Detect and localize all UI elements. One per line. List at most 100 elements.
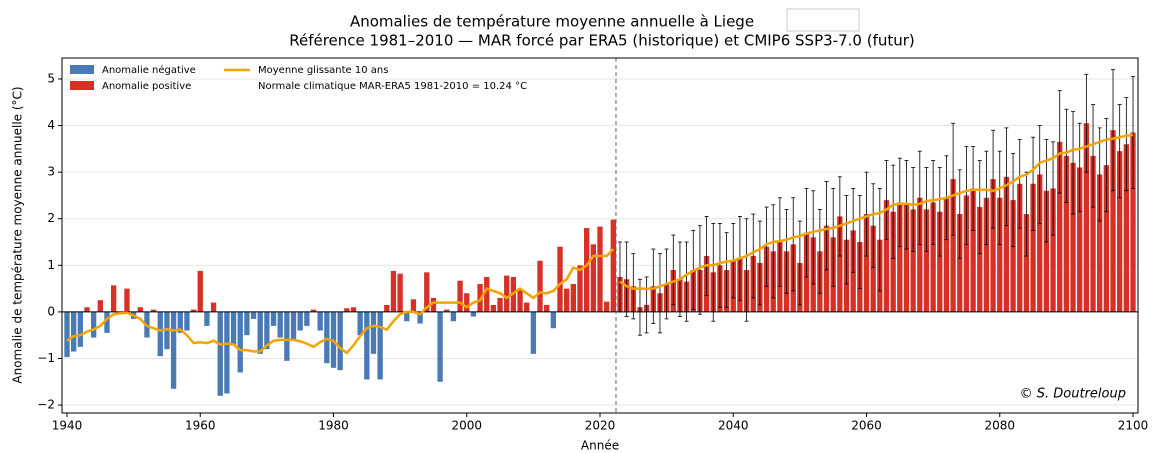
title-box [786, 8, 860, 32]
bar [397, 273, 403, 312]
bar [943, 197, 950, 312]
error-bar [724, 232, 729, 308]
bar [570, 283, 577, 312]
rolling-mean-line [66, 248, 615, 355]
bar [603, 301, 610, 312]
error-bar [1017, 139, 1022, 229]
error-bar [864, 171, 869, 257]
bar [983, 197, 990, 312]
error-bar [884, 160, 889, 241]
error-bar [1117, 104, 1122, 199]
bar [190, 309, 197, 312]
bar [1003, 176, 1010, 312]
bar [250, 311, 257, 319]
bar [957, 214, 963, 312]
error-bar [1124, 97, 1129, 192]
bar [97, 300, 103, 312]
bar [937, 211, 943, 312]
y-tick-label: −1 [37, 351, 55, 365]
bar [77, 311, 83, 347]
error-bar [1057, 90, 1062, 194]
bar [1030, 183, 1036, 312]
bar [257, 311, 263, 354]
bar [164, 311, 170, 350]
bar [410, 299, 417, 312]
error-bar [871, 183, 876, 269]
error-bar [624, 241, 629, 317]
bar [537, 260, 543, 312]
error-bar [1004, 127, 1009, 227]
bar [1083, 123, 1090, 312]
error-bar [704, 215, 709, 296]
error-bar [837, 176, 842, 257]
bar [917, 197, 923, 312]
error-bar [1064, 108, 1069, 203]
bar [464, 293, 470, 312]
bar [177, 311, 183, 333]
bar [1097, 174, 1103, 312]
bar [370, 311, 377, 354]
error-bar [697, 225, 702, 315]
error-bar [831, 188, 836, 287]
error-bar [1091, 104, 1096, 208]
x-tick-label: 1980 [318, 419, 349, 433]
error-bar [1071, 111, 1076, 215]
bar [157, 311, 163, 357]
bar [490, 304, 497, 312]
error-bar [1031, 136, 1036, 231]
error-bar [657, 253, 662, 334]
bar [437, 311, 443, 382]
bar [344, 308, 350, 312]
error-bar [971, 146, 976, 231]
bar [284, 311, 290, 361]
x-tick-label: 2000 [451, 419, 482, 433]
bar [264, 311, 270, 350]
x-tick-label: 2040 [718, 419, 749, 433]
bar [90, 311, 97, 338]
bar [324, 311, 330, 364]
error-bar [964, 146, 969, 245]
bar [584, 228, 590, 312]
bar [150, 309, 157, 312]
bar [977, 207, 983, 312]
bar [290, 311, 297, 340]
error-bar [791, 197, 796, 292]
bar [544, 304, 550, 312]
x-axis-label: Année [581, 439, 619, 453]
legend-swatch [70, 65, 94, 74]
legend-label: Anomalie négative [102, 64, 196, 76]
error-bar [997, 150, 1002, 245]
error-bar [984, 150, 989, 245]
bar [184, 311, 190, 331]
error-bar [1111, 69, 1116, 192]
bar [470, 311, 477, 317]
error-bar [977, 160, 982, 255]
error-bar [957, 169, 962, 259]
error-bar [1131, 76, 1136, 189]
error-bar [931, 160, 936, 245]
bar [377, 311, 383, 380]
bar [890, 211, 896, 312]
bar [237, 311, 243, 373]
x-tick-label: 2060 [851, 419, 882, 433]
x-tick-label: 2020 [585, 419, 616, 433]
error-bar [644, 276, 649, 334]
bar [197, 270, 203, 312]
error-bar [951, 122, 956, 236]
error-bar [1104, 118, 1109, 213]
bar [210, 302, 217, 312]
error-bar [1077, 122, 1082, 213]
bar [550, 311, 557, 329]
error-bar [917, 150, 922, 245]
bar [1077, 167, 1083, 312]
bar [837, 216, 843, 312]
error-bar [1044, 139, 1049, 243]
bar [897, 202, 903, 312]
bar [384, 304, 390, 312]
bar [870, 225, 876, 312]
annotation: © S. Doutreloup [1020, 387, 1126, 402]
error-bar [817, 209, 822, 294]
error-bar [751, 213, 756, 299]
y-tick-label: 0 [47, 304, 55, 318]
y-tick-label: 2 [47, 211, 55, 225]
